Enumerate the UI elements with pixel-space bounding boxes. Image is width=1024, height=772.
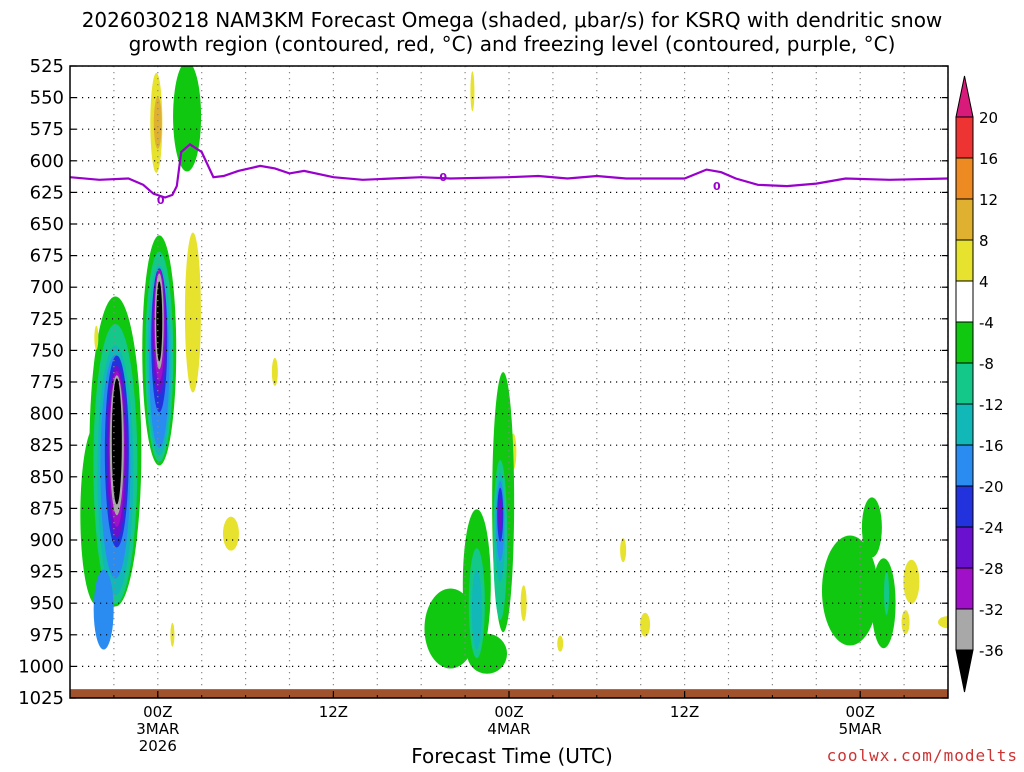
- y-tick-label: 725: [30, 309, 64, 330]
- colorbar-box: [955, 198, 974, 241]
- omega-blob-upper-green: [173, 66, 202, 172]
- y-tick-label: 775: [30, 372, 64, 393]
- y-tick-label: 650: [30, 214, 64, 235]
- omega-blob-4mar-base: [424, 588, 477, 669]
- omega-blob-subsidence-top-orange: [153, 96, 162, 149]
- colorbar-box: [955, 239, 974, 282]
- x-tick-label: 12Z: [670, 703, 699, 721]
- omega-blob-yellow-4: [470, 71, 475, 112]
- omega-blob-left-lowblue: [93, 569, 114, 650]
- colorbar-tick-label: -24: [979, 519, 1004, 537]
- colorbar-tick-label: -4: [979, 314, 994, 332]
- omega-blob-yellow-10: [903, 559, 920, 604]
- colorbar-tick-label: -12: [979, 396, 1004, 414]
- colorbar-box: [955, 608, 974, 651]
- freezing-level-label: 0: [157, 194, 165, 207]
- freezing-level-label: 0: [713, 180, 721, 193]
- y-tick-label: 600: [30, 151, 64, 172]
- y-tick-label: 950: [30, 593, 64, 614]
- y-tick-label: 850: [30, 467, 64, 488]
- omega-blob-left-black: [111, 378, 122, 505]
- y-tick-label: 625: [30, 182, 64, 203]
- omega-blob-yellow-1: [271, 357, 278, 386]
- x-tick-label: 3MAR: [136, 720, 179, 738]
- omega-blob-yellow-9: [640, 612, 651, 637]
- colorbar-tick-label: 20: [979, 109, 998, 127]
- y-tick-label: 925: [30, 562, 64, 583]
- y-tick-label: 1000: [18, 656, 64, 677]
- colorbar-box: [955, 157, 974, 200]
- y-tick-label: 800: [30, 404, 64, 425]
- chart-title-line2: growth region (contoured, red, °C) and f…: [128, 32, 896, 56]
- colorbar-tick-label: -28: [979, 560, 1004, 578]
- x-tick-label: 4MAR: [487, 720, 530, 738]
- y-tick-label: 525: [30, 56, 64, 77]
- omega-blob-4mar-cyan: [471, 569, 482, 650]
- colorbar-bottom-triangle: [955, 649, 974, 693]
- omega-blob-right-black: [156, 281, 163, 362]
- freezing-level-contour: [70, 143, 948, 199]
- omega-blob-5mar-main: [821, 535, 878, 646]
- chart-title-line1: 2026030218 NAM3KM Forecast Omega (shaded…: [81, 8, 943, 32]
- colorbar-tick-label: -20: [979, 478, 1004, 496]
- colorbar-box: [955, 403, 974, 446]
- x-axis-title: Forecast Time (UTC): [411, 744, 613, 768]
- omega-blob-yellow-12: [938, 616, 948, 629]
- colorbar-tick-label: 12: [979, 191, 998, 209]
- y-tick-label: 575: [30, 119, 64, 140]
- y-tick-label: 975: [30, 625, 64, 646]
- colorbar-box: [955, 280, 974, 323]
- omega-blob-yellow-2: [222, 516, 239, 551]
- x-tick-label: 2026: [139, 737, 177, 755]
- colorbar-tick-label: -32: [979, 601, 1004, 619]
- omega-blob-yellow-7: [557, 635, 564, 652]
- freezing-level-label: 0: [439, 171, 447, 184]
- colorbar-tick-label: -36: [979, 642, 1004, 660]
- y-tick-label: 825: [30, 435, 64, 456]
- y-tick-label: 875: [30, 498, 64, 519]
- omega-blob-5mar-right: [871, 558, 896, 649]
- colorbar-box: [955, 362, 974, 405]
- colorbar-tick-label: 16: [979, 150, 998, 168]
- omega-blob-yellow-6: [520, 585, 527, 622]
- y-tick-label: 750: [30, 340, 64, 361]
- x-tick-label: 00Z: [846, 703, 875, 721]
- colorbar-box: [955, 444, 974, 487]
- omega-blob-small-yellow-left: [94, 325, 99, 350]
- colorbar-box: [955, 321, 974, 364]
- y-tick-label: 550: [30, 88, 64, 109]
- colorbar-box: [955, 116, 974, 159]
- x-tick-label: 00Z: [143, 703, 172, 721]
- y-tick-label: 1025: [18, 688, 64, 709]
- omega-blob-yellow-11: [901, 610, 910, 635]
- y-tick-label: 675: [30, 246, 64, 267]
- plot-area: 0 0 0: [70, 66, 948, 698]
- x-tick-label: 12Z: [319, 703, 348, 721]
- omega-blob-yellow-8: [620, 538, 627, 563]
- omega-blob-4mar-tower-purple: [498, 498, 503, 531]
- colorbar-tick-label: -8: [979, 355, 994, 373]
- credit-link[interactable]: coolwx.com/modelts: [826, 746, 1018, 765]
- omega-blob-subsidence-mid: [184, 232, 201, 393]
- y-tick-label: 700: [30, 277, 64, 298]
- colorbar-tick-label: 8: [979, 232, 989, 250]
- colorbar-box: [955, 567, 974, 610]
- colorbar-top-triangle: [955, 75, 974, 118]
- colorbar-box: [955, 485, 974, 528]
- colorbar-box: [955, 526, 974, 569]
- x-tick-label: 00Z: [494, 703, 523, 721]
- omega-blob-5mar-top: [861, 497, 882, 558]
- x-tick-label: 5MAR: [839, 720, 882, 738]
- colorbar-tick-label: -16: [979, 437, 1004, 455]
- omega-blob-5mar-teal: [884, 571, 890, 616]
- colorbar-tick-label: 4: [979, 273, 989, 291]
- y-tick-label: 900: [30, 530, 64, 551]
